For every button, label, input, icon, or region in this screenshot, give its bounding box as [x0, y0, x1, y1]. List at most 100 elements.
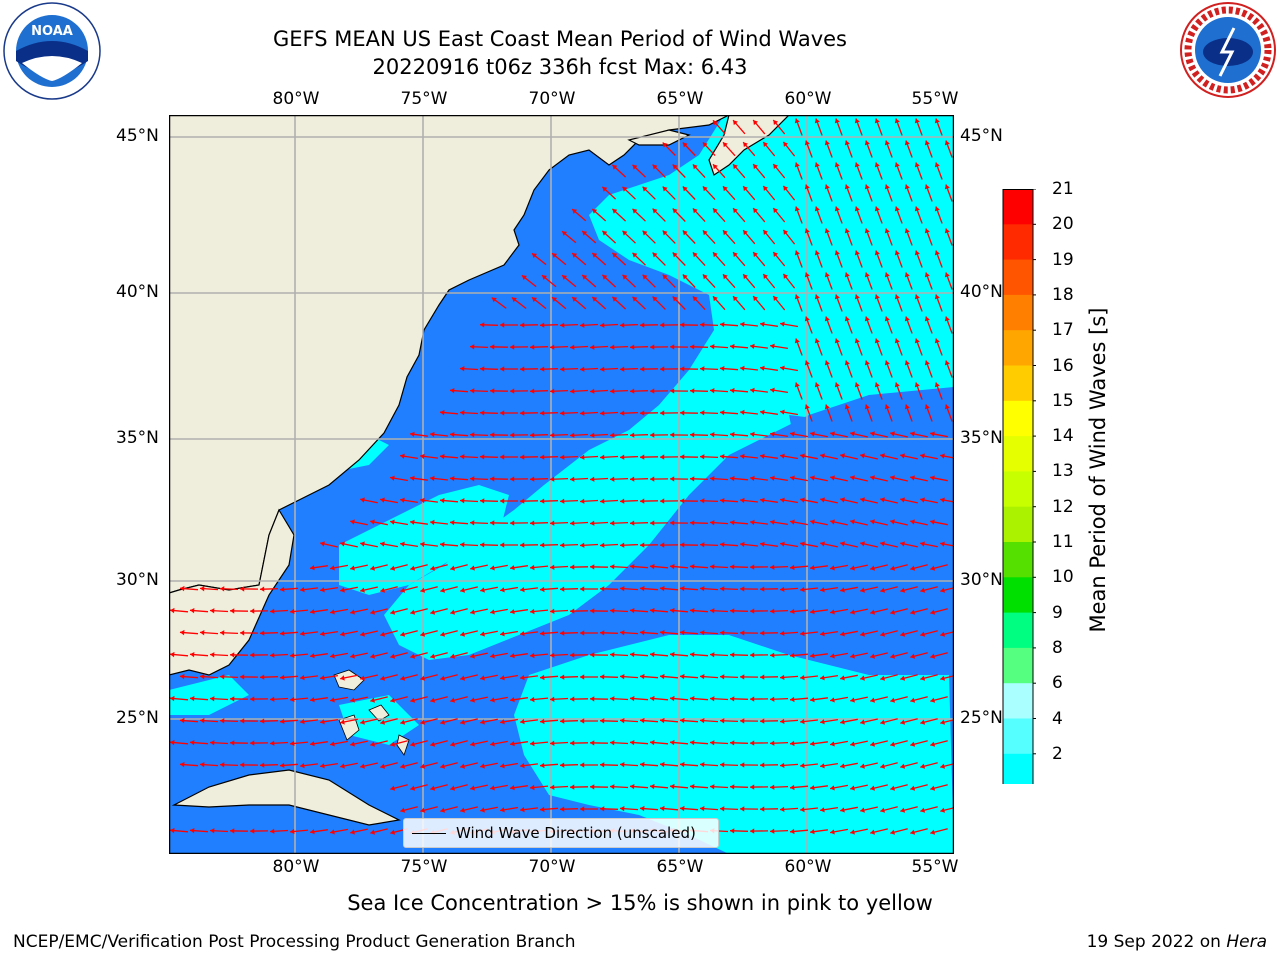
- arrow-head: [890, 653, 895, 659]
- arrow-head: [490, 609, 495, 615]
- arrow-head: [620, 630, 625, 636]
- arrow-head: [720, 718, 725, 724]
- arrow-head: [630, 476, 635, 482]
- arrow-head: [340, 675, 345, 681]
- arrow-head: [530, 388, 535, 394]
- arrow-head: [620, 498, 625, 504]
- arrow-head: [650, 563, 655, 570]
- arrow-head: [610, 564, 615, 570]
- arrow-head: [900, 719, 906, 725]
- arrow-head: [904, 184, 910, 190]
- arrow-head: [810, 475, 815, 481]
- arrow-head: [710, 476, 715, 482]
- arrow-head: [550, 608, 555, 614]
- arrow-head: [934, 250, 940, 256]
- arrow-head: [723, 186, 728, 192]
- arrow-head: [270, 740, 275, 746]
- arrow-head: [700, 586, 705, 592]
- arrow-head: [550, 784, 555, 790]
- arrow-head: [290, 740, 295, 747]
- arrow-head: [370, 829, 375, 835]
- arrow-head: [692, 164, 698, 170]
- colorbar-tick-label: 2: [1052, 743, 1063, 764]
- arrow-head: [944, 140, 950, 146]
- arrow-head: [380, 631, 385, 637]
- arrow-head: [520, 410, 525, 416]
- arrow-head: [552, 253, 558, 258]
- arrow-head: [580, 674, 585, 680]
- arrow-head: [662, 274, 668, 280]
- arrow-head: [830, 519, 835, 525]
- arrow-head: [640, 805, 645, 812]
- arrow-head: [630, 652, 635, 658]
- arrow-head: [864, 404, 870, 410]
- arrow-head: [934, 206, 940, 212]
- arrow-head: [290, 608, 295, 615]
- arrow-head: [770, 564, 775, 570]
- arrow-head: [652, 252, 658, 258]
- arrow-head: [814, 162, 820, 168]
- arrow-head: [630, 520, 635, 526]
- arrow-head: [840, 453, 845, 459]
- arrow-head: [540, 454, 545, 460]
- arrow-head: [723, 274, 728, 280]
- arrow-head: [874, 162, 880, 168]
- arrow-head: [450, 388, 455, 394]
- arrow-head: [290, 828, 295, 835]
- arrow-head: [920, 807, 926, 813]
- arrow-head: [480, 587, 485, 593]
- arrow-head: [670, 783, 675, 790]
- arrow-head: [710, 740, 715, 746]
- arrow-head: [910, 431, 915, 437]
- arrow-head: [450, 520, 455, 526]
- arrow-head: [820, 587, 825, 593]
- arrow-head: [280, 718, 285, 724]
- arrow-head: [540, 630, 545, 637]
- arrow-head: [380, 675, 385, 681]
- arrow-head: [814, 206, 820, 212]
- arrow-head: [894, 294, 900, 300]
- arrow-head: [440, 631, 445, 637]
- arrow-head: [550, 564, 555, 570]
- lon-label-top: 55°W: [911, 89, 959, 109]
- arrow-head: [310, 829, 315, 835]
- arrow-head: [550, 388, 555, 394]
- arrow-head: [170, 695, 175, 702]
- arrow-head: [840, 631, 845, 637]
- arrow-head: [804, 184, 810, 190]
- arrow-head: [710, 696, 715, 702]
- lon-label-bottom: 65°W: [656, 857, 704, 877]
- arrow-head: [570, 740, 575, 746]
- arrow-head: [572, 297, 578, 302]
- arrow-head: [460, 587, 465, 593]
- arrow-head: [910, 565, 916, 571]
- arrow-head: [480, 410, 485, 416]
- colorbar-tick-label: 11: [1052, 532, 1074, 552]
- arrow-head: [854, 294, 860, 300]
- arrow-head: [904, 228, 910, 234]
- arrow-head: [810, 741, 815, 747]
- arrow-head: [610, 388, 615, 394]
- arrow-head: [854, 118, 860, 124]
- arrow-head: [642, 230, 648, 236]
- arrow-head: [180, 717, 185, 724]
- arrow-head: [200, 718, 205, 724]
- arrow-head: [720, 586, 725, 592]
- arrow-head: [470, 432, 475, 438]
- arrow-head: [650, 695, 655, 702]
- arrow-head: [804, 316, 810, 322]
- arrow-head: [480, 719, 485, 725]
- arrow-head: [710, 564, 715, 570]
- arrow-head: [874, 338, 880, 344]
- arrow-head: [660, 454, 665, 460]
- land-areas: [169, 115, 790, 826]
- arrow-head: [834, 206, 840, 212]
- arrow-head: [680, 410, 685, 416]
- arrow-head: [400, 631, 406, 637]
- arrow-head: [740, 321, 745, 328]
- arrow-head: [940, 719, 945, 725]
- arrow-head: [910, 653, 916, 659]
- arrow-head: [350, 829, 355, 835]
- arrow-head: [700, 674, 705, 680]
- arrow-head: [844, 140, 850, 146]
